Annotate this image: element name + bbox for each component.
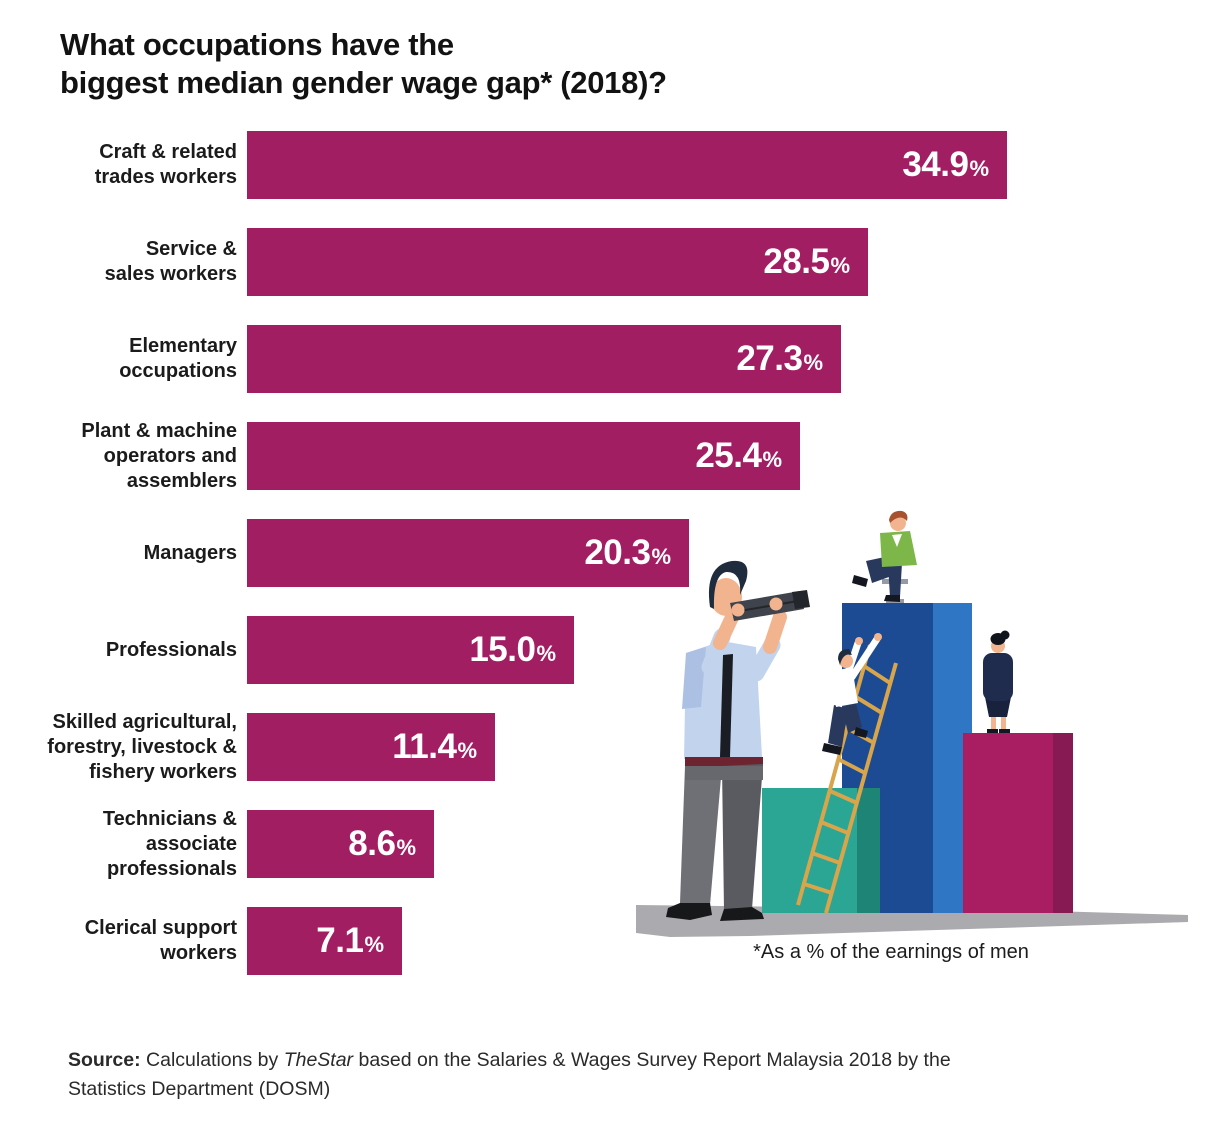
belt [685,757,763,766]
chart-row: Clerical support workers 7.1 % [35,907,1035,975]
man-with-binoculars [666,560,810,921]
bar-value-wrap: 28.5 % [763,242,850,282]
woman-on-magenta-podium [983,630,1013,733]
left-shoe [666,903,712,920]
hair [708,560,748,609]
bar-value: 11.4 [392,727,457,766]
bar-value-unit: % [364,932,384,957]
podium-teal [762,788,880,913]
chart-row: Craft & related trades workers 34.9 % [35,131,1035,199]
bar-value-wrap: 7.1 % [316,921,384,961]
right-shoe [720,907,764,921]
bar-value-unit: % [457,738,477,763]
podium-illustration [636,510,1188,937]
footnote: *As a % of the earnings of men [753,941,1029,963]
bar-value-unit: % [969,156,989,181]
source-pre: Calculations by [140,1049,284,1071]
chart-row: Professionals 15.0 % [35,616,1035,684]
category-label: Skilled agricultural, forestry, livestock… [47,710,237,783]
right-arm [763,610,787,654]
bar: 7.1 % [247,907,402,975]
bar-value: 34.9 [902,145,969,184]
source-label: Source: [68,1049,141,1071]
category-label: Clerical support workers [84,917,237,964]
bar: 27.3 % [247,325,841,393]
bar-value: 15.0 [469,630,536,669]
bar: 20.3 % [247,519,689,587]
bar: 25.4 % [247,422,800,490]
bar: 8.6 % [247,810,434,878]
bar-value: 25.4 [695,436,762,475]
bar-value-wrap: 11.4 % [392,727,477,767]
category-label: Technicians & associate professionals [102,807,237,880]
bar-value-unit: % [536,641,556,666]
wage-gap-chart: Craft & related trades workers 34.9 % Ser… [35,131,1035,975]
chart-row: Managers 20.3 % [35,519,1035,587]
left-arm [713,606,741,650]
category-label: Craft & related trades workers [94,141,237,188]
bar-value-unit: % [396,835,416,860]
chart-row: Plant & machine operators and assemblers 2… [35,420,1035,492]
bar: 34.9 % [247,131,1007,199]
category-label: Elementary occupations [119,335,237,382]
bar-value-wrap: 27.3 % [736,339,823,379]
bar-value: 7.1 [316,921,364,960]
bar-value: 8.6 [348,824,396,863]
bar-value-wrap: 8.6 % [348,824,416,864]
category-label: Managers [143,541,237,564]
binoculars-icon [730,590,810,621]
bar-value-unit: % [651,544,671,569]
category-label: Service & sales workers [104,238,237,285]
podium-magenta [963,733,1073,913]
left-leg [680,766,722,905]
category-label: Plant & machine operators and assemblers [81,419,237,492]
bar-value-unit: % [803,350,823,375]
chart-row: Technicians & associate professionals 8.6 … [35,808,1035,880]
source-post: based on the Salaries & Wages Survey Rep… [68,1049,951,1101]
man-sitting-on-top [852,510,917,603]
bar: 28.5 % [247,228,868,296]
source-text: Source: Calculations by TheStar based on… [68,1046,1008,1105]
chart-row: Elementary occupations 27.3 % [35,325,1035,393]
bar-value-unit: % [830,253,850,278]
source-publication: TheStar [283,1049,354,1071]
bar-value-wrap: 25.4 % [695,436,782,476]
bar-value-wrap: 34.9 % [902,145,989,185]
right-leg [722,764,763,911]
tie [720,654,733,757]
chart-row: Service & sales workers 28.5 % [35,228,1035,296]
category-label: Professionals [105,638,237,661]
chart-row: Skilled agricultural, forestry, livestock… [35,711,1035,783]
bar-value: 27.3 [736,339,803,378]
bar-value: 20.3 [584,533,651,572]
bar-value: 28.5 [763,242,830,281]
title-line-1: What occupations have the [60,27,454,62]
bar-value-wrap: 15.0 % [469,630,556,670]
bar-value-unit: % [762,447,782,472]
bar: 15.0 % [247,616,574,684]
bar-value-wrap: 20.3 % [584,533,671,573]
page-title: What occupations have the biggest median… [60,26,667,102]
title-line-2: biggest median gender wage gap* (2018)? [60,65,667,101]
man-climbing-ladder [822,633,882,755]
bar: 11.4 % [247,713,495,781]
